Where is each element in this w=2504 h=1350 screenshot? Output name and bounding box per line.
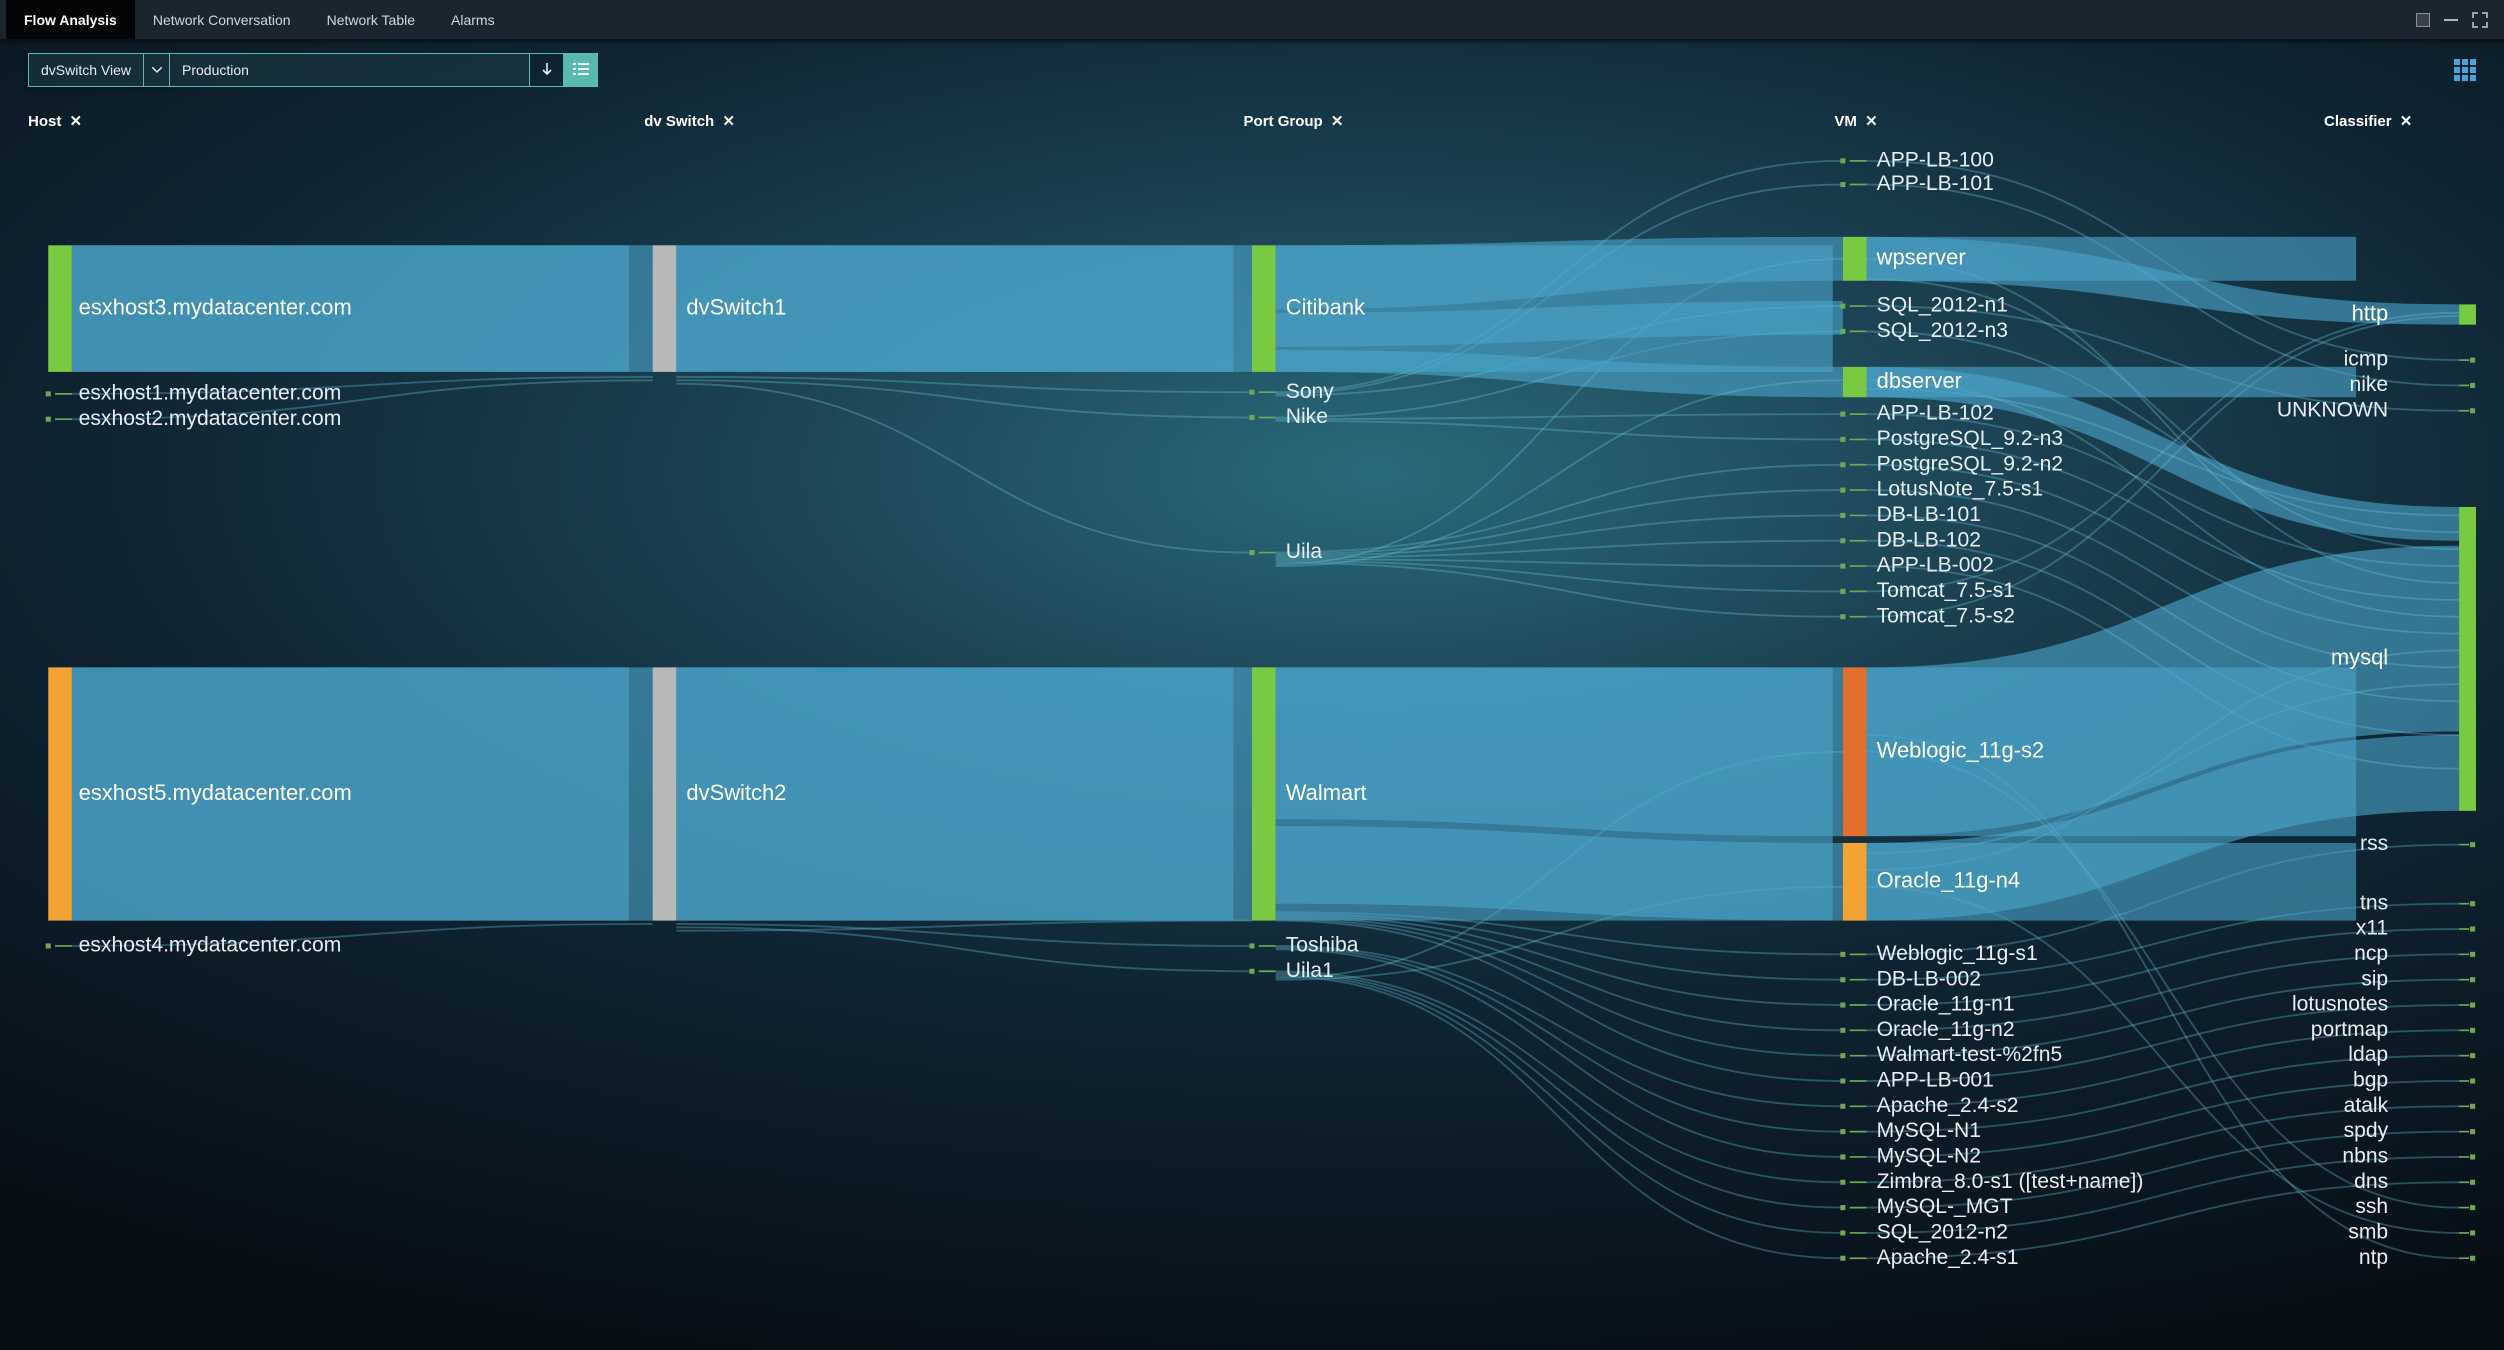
leaf-weblogic-11g-s1[interactable]: Weblogic_11g-s1 [1877, 942, 2038, 965]
leaf-nike[interactable]: Nike [1286, 405, 1328, 428]
leaf-sql-2012-n2[interactable]: SQL_2012-n2 [1877, 1221, 2008, 1244]
leaf-db-lb-101[interactable]: DB-LB-101 [1877, 503, 1981, 526]
sankey-svg: esxhost3.mydatacenter.com esxhost5.mydata… [28, 144, 2476, 1326]
leaf-apache-2-4-s2[interactable]: Apache_2.4-s2 [1877, 1094, 2019, 1117]
leaf-mysql-mgt[interactable]: MySQL-_MGT [1877, 1195, 2013, 1218]
list-icon [573, 63, 589, 78]
window-controls [2416, 12, 2498, 28]
leaf-postgresql-9-2-n3[interactable]: PostgreSQL_9.2-n3 [1877, 427, 2063, 450]
chevron-down-icon [143, 54, 169, 86]
leaf-unknown[interactable]: UNKNOWN [2277, 398, 2388, 421]
list-view-button[interactable] [564, 53, 598, 87]
leaf-smb[interactable]: smb [2348, 1221, 2388, 1244]
scope-value: Production [182, 62, 249, 78]
fullscreen-icon[interactable] [2472, 12, 2488, 28]
toolbar: dvSwitch View Production [0, 40, 2504, 87]
stop-icon[interactable] [2416, 13, 2430, 27]
node-weblogic-11g-s2[interactable]: Weblogic_11g-s2 [1877, 738, 2044, 763]
node-http[interactable]: http [2352, 300, 2389, 325]
leaf-zimbra-8-0-s1-test-name-[interactable]: Zimbra_8.0-s1 ([test+name]) [1877, 1170, 2144, 1193]
leaf-bgp[interactable]: bgp [2353, 1069, 2388, 1092]
column-header-vm[interactable]: VM ✕ [1834, 112, 1877, 130]
leaf-apache-2-4-s1[interactable]: Apache_2.4-s1 [1877, 1246, 2019, 1269]
leaf-app-lb-100[interactable]: APP-LB-100 [1877, 148, 1994, 171]
leaf-sql-2012-n1[interactable]: SQL_2012-n1 [1877, 294, 2008, 317]
leaf-uila1[interactable]: Uila1 [1286, 959, 1334, 982]
tab-flow-analysis[interactable]: Flow Analysis [6, 0, 135, 39]
node-wpserver[interactable]: wpserver [1876, 245, 1966, 270]
leaf-esxhost1-mydatacenter-com[interactable]: esxhost1.mydatacenter.com [79, 381, 342, 404]
column-header-portgroup[interactable]: Port Group ✕ [1244, 112, 1344, 130]
column-header-classifier[interactable]: Classifier ✕ [2324, 112, 2412, 130]
leaf-tomcat-7-5-s2[interactable]: Tomcat_7.5-s2 [1877, 604, 2015, 627]
leaf-uila[interactable]: Uila [1286, 540, 1323, 563]
leaf-db-lb-002[interactable]: DB-LB-002 [1877, 967, 1981, 990]
leaf-nike[interactable]: nike [2349, 373, 2388, 396]
column-headers: Host ✕ dv Switch ✕ Port Group ✕ VM ✕ Classif… [28, 100, 2476, 144]
leaf-dns[interactable]: dns [2354, 1170, 2388, 1193]
leaf-db-lb-102[interactable]: DB-LB-102 [1877, 528, 1981, 551]
sankey-diagram: Host ✕ dv Switch ✕ Port Group ✕ VM ✕ Classif… [0, 100, 2504, 1350]
apps-grid-icon[interactable] [2454, 59, 2476, 81]
tab-alarms[interactable]: Alarms [433, 0, 513, 39]
leaf-x11[interactable]: x11 [2356, 917, 2388, 940]
column-header-dvswitch[interactable]: dv Switch ✕ [644, 112, 735, 130]
tab-network-conversation[interactable]: Network Conversation [135, 0, 309, 39]
leaf-app-lb-101[interactable]: APP-LB-101 [1877, 172, 1994, 195]
column-header-host[interactable]: Host ✕ [28, 112, 82, 130]
node-mysql[interactable]: mysql [2331, 645, 2388, 670]
leaf-tns[interactable]: tns [2360, 891, 2388, 914]
leaf-toshiba[interactable]: Toshiba [1286, 934, 1359, 957]
node-dbserver[interactable]: dbserver [1877, 368, 1962, 393]
leaf-postgresql-9-2-n2[interactable]: PostgreSQL_9.2-n2 [1877, 452, 2063, 475]
leaf-oracle-11g-n1[interactable]: Oracle_11g-n1 [1877, 993, 2015, 1016]
scope-input[interactable]: Production [170, 53, 530, 87]
leaf-sip[interactable]: sip [2361, 967, 2388, 990]
node-oracle-11g-n4[interactable]: Oracle_11g-n4 [1877, 868, 2020, 893]
leaf-icmp[interactable]: icmp [2344, 348, 2389, 371]
node-dvswitch2[interactable]: dvSwitch2 [686, 780, 786, 805]
node-esxhost3-mydatacenter-com[interactable]: esxhost3.mydatacenter.com [79, 294, 352, 319]
leaf-app-lb-002[interactable]: APP-LB-002 [1877, 554, 1994, 577]
leaf-sql-2012-n3[interactable]: SQL_2012-n3 [1877, 319, 2008, 342]
leaf-portmap[interactable]: portmap [2311, 1018, 2388, 1041]
leaf-esxhost2-mydatacenter-com[interactable]: esxhost2.mydatacenter.com [79, 407, 342, 430]
leaf-tomcat-7-5-s1[interactable]: Tomcat_7.5-s1 [1877, 579, 2015, 602]
leaf-esxhost4-mydatacenter-com[interactable]: esxhost4.mydatacenter.com [79, 934, 342, 957]
leaf-ncp[interactable]: ncp [2354, 942, 2388, 965]
sort-button[interactable] [530, 53, 564, 87]
minimize-icon[interactable] [2444, 19, 2458, 21]
leaf-mysql-n1[interactable]: MySQL-N1 [1877, 1119, 1981, 1142]
leaf-walmart-test-2fn5[interactable]: Walmart-test-%2fn5 [1877, 1043, 2063, 1066]
leaf-oracle-11g-n2[interactable]: Oracle_11g-n2 [1877, 1018, 2015, 1041]
leaf-ldap[interactable]: ldap [2348, 1043, 2388, 1066]
leaf-rss[interactable]: rss [2360, 832, 2388, 855]
leaf-app-lb-001[interactable]: APP-LB-001 [1877, 1069, 1994, 1092]
top-nav: Flow Analysis Network Conversation Netwo… [0, 0, 2504, 40]
node-esxhost5-mydatacenter-com[interactable]: esxhost5.mydatacenter.com [79, 780, 352, 805]
leaf-spdy[interactable]: spdy [2344, 1119, 2389, 1142]
leaf-ssh[interactable]: ssh [2355, 1195, 2388, 1218]
leaf-lotusnotes[interactable]: lotusnotes [2292, 993, 2388, 1016]
leaf-atalk[interactable]: atalk [2344, 1094, 2389, 1117]
leaf-lotusnote-7-5-s1[interactable]: LotusNote_7.5-s1 [1877, 478, 2044, 501]
node-walmart[interactable]: Walmart [1286, 780, 1367, 805]
tab-network-table[interactable]: Network Table [309, 0, 433, 39]
node-dvswitch1[interactable]: dvSwitch1 [686, 294, 786, 319]
node-citibank[interactable]: Citibank [1286, 294, 1365, 319]
leaf-mysql-n2[interactable]: MySQL-N2 [1877, 1145, 1981, 1168]
view-dropdown[interactable]: dvSwitch View [28, 53, 170, 87]
arrow-down-icon [541, 62, 553, 79]
leaf-sony[interactable]: Sony [1286, 380, 1335, 403]
leaf-nbns[interactable]: nbns [2342, 1145, 2388, 1168]
leaf-app-lb-102[interactable]: APP-LB-102 [1877, 402, 1994, 425]
view-dropdown-label: dvSwitch View [29, 62, 143, 78]
leaf-ntp[interactable]: ntp [2359, 1246, 2388, 1269]
